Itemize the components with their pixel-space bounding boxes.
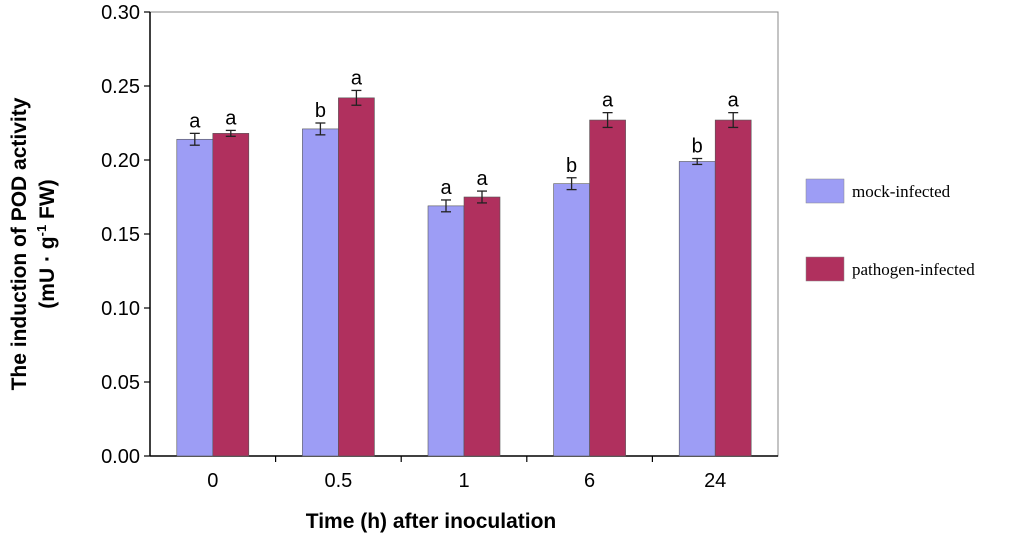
significance-label: a — [440, 177, 452, 199]
x-tick-label: 0.5 — [324, 470, 352, 492]
y-axis-title-line1: The induction of POD activity — [8, 97, 31, 390]
bar-pathogen-infected-1 — [463, 196, 501, 457]
y-tick-label: 0.15 — [101, 224, 140, 246]
y-tick-label: 0.30 — [101, 2, 140, 24]
y-tick-label: 0.20 — [101, 150, 140, 172]
bar-pathogen-infected-24 — [714, 119, 752, 457]
legend-label-mock-infected: mock-infected — [852, 182, 951, 201]
x-tick-label: 6 — [584, 470, 595, 492]
legend: mock-infected pathogen-infected — [805, 178, 975, 282]
y-axis-title-prefix: (mU · g — [36, 236, 59, 308]
legend-swatch-mock-infected — [805, 178, 845, 204]
y-tick-label: 0.05 — [101, 372, 140, 394]
bar-pathogen-infected-6 — [589, 119, 626, 457]
bar-mock-infected-0.5 — [302, 128, 339, 457]
y-axis-title-line2: (mU · g-1 FW) — [34, 179, 59, 308]
x-tick-label: 1 — [458, 470, 469, 492]
x-tick-label: 24 — [704, 470, 726, 492]
bars: a a b a a a b a b a — [176, 67, 752, 457]
significance-label: a — [351, 67, 363, 89]
bar-mock-infected-6 — [553, 183, 590, 457]
y-tick-label: 0.10 — [101, 298, 140, 320]
significance-label: b — [315, 100, 326, 122]
bar-mock-infected-1 — [427, 205, 465, 457]
legend-swatch-pathogen-infected — [805, 256, 845, 282]
significance-label: a — [225, 107, 237, 129]
bar-mock-infected-0 — [176, 138, 214, 457]
bar-pathogen-infected-0.5 — [338, 97, 375, 457]
y-axis: 0.00 0.05 0.10 0.15 0.20 0.25 0.30 — [101, 2, 150, 468]
y-axis-title-suffix: FW) — [36, 179, 59, 224]
significance-label: a — [189, 110, 201, 132]
x-tick-label: 0 — [207, 470, 218, 492]
significance-label: a — [602, 90, 614, 112]
significance-label: a — [728, 90, 740, 112]
significance-label: a — [476, 168, 488, 190]
y-axis-title: The induction of POD activity (mU · g-1 … — [8, 97, 59, 390]
legend-label-pathogen-infected: pathogen-infected — [852, 260, 975, 279]
bar-pathogen-infected-0 — [212, 133, 250, 457]
x-axis-title: Time (h) after inoculation — [306, 510, 556, 533]
y-axis-title-superscript: -1 — [34, 225, 49, 237]
significance-label: b — [692, 136, 703, 158]
significance-label: b — [566, 155, 577, 177]
y-tick-label: 0.00 — [101, 446, 140, 468]
bar-mock-infected-24 — [678, 161, 716, 457]
y-tick-label: 0.25 — [101, 76, 140, 98]
x-axis: 0 0.5 1 6 24 — [207, 456, 726, 492]
